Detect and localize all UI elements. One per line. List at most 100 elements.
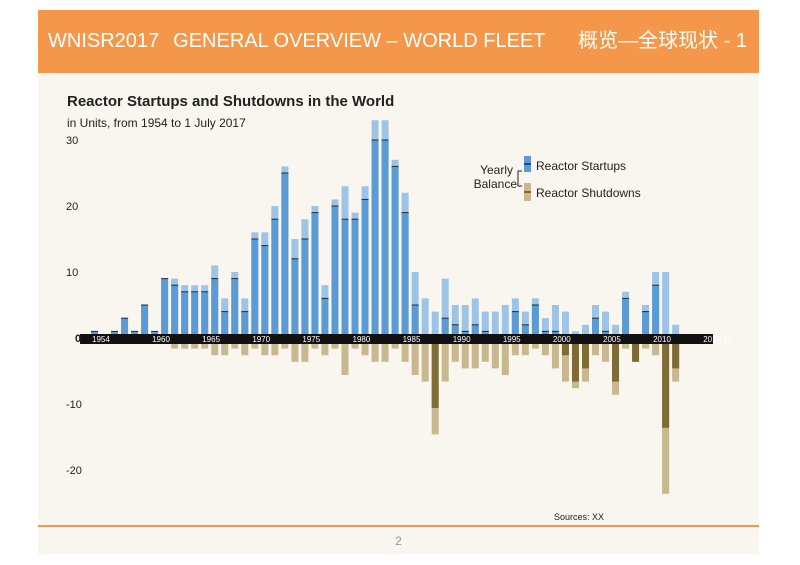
x-tick-label: 2015 [703,335,721,344]
balance-bar [321,298,329,338]
negative-balance-bar [672,342,680,369]
shutdown-bar [321,342,329,356]
balance-bar [471,324,479,338]
balance-bar [441,318,449,338]
balance-bar [221,311,229,338]
shutdown-bar [652,342,660,356]
balance-bar [211,278,219,338]
chart-area: 1954 1960 1965 1970 1975 1980 1985 1990 1995 2000… [66,120,733,522]
x-tick-label: 2010 [653,335,671,344]
balance-bar [201,291,209,338]
legend: Yearly Balance Reactor Startups Reactor … [474,156,641,201]
shutdown-bar [451,342,459,362]
balance-bar [351,219,359,338]
startup-bar [501,305,509,338]
balance-bar [341,219,349,338]
balance-bar [141,305,149,338]
balance-bar [331,206,339,338]
x-tick-label: 1960 [152,335,170,344]
source-note: Sources: XX [554,512,604,522]
shutdown-bar [401,342,409,362]
shutdown-bar [341,342,349,375]
balance-bar [361,199,369,338]
startup-bar [581,324,589,338]
x-tick-label: 2000 [553,335,571,344]
startup-bar [441,278,449,338]
balance-bar [592,318,599,338]
legend-bracket [517,170,522,187]
y-tick-label: 20 [66,201,78,213]
shutdown-bar [261,342,269,356]
shutdown-bar [421,342,429,382]
shutdown-bar [602,342,610,362]
y-tick-label: 10 [66,267,78,279]
y-tick-label: 0 [75,333,81,345]
slide: WNISR2017 GENERAL OVERVIEW – WORLD FLEET … [38,10,759,554]
startup-bar [672,324,680,338]
shutdown-bar [551,342,559,369]
shutdown-bar [541,342,549,356]
balance-bar [511,311,519,338]
x-tick-label: 1980 [353,335,371,344]
x-axis-band [80,334,713,344]
x-tick-label: 1954 [92,335,110,344]
balance-bar [281,173,289,338]
chart-subtitle: in Units, from 1954 to 1 July 2017 [67,116,246,130]
shutdown-bar [622,342,630,349]
footer-rule [38,525,759,527]
shutdown-bar [592,342,599,356]
balance-bar [531,305,539,338]
balance-bar [391,166,399,338]
header-title-group: WNISR2017 GENERAL OVERVIEW – WORLD FLEET [48,10,545,73]
page-number: 2 [395,534,402,548]
shutdown-bar [561,342,569,382]
x-tick-label: 1985 [403,335,421,344]
shutdown-bar [441,342,449,382]
x-tick-label: 1995 [503,335,521,344]
x-tick-label: 1965 [202,335,220,344]
startup-bar [451,305,459,338]
shutdown-bar [331,342,339,349]
startup-bar [491,311,499,338]
balance-bar [161,278,169,338]
balance-bar [622,298,630,338]
x-tick-label: 2005 [603,335,621,344]
shutdown-bar [381,342,389,362]
balance-bar [191,291,199,338]
startup-bar [551,305,559,338]
shutdown-bar [371,342,379,362]
balance-bar [271,219,279,338]
balance-bar [261,245,269,338]
shutdown-bar [361,342,369,356]
startup-bar [471,298,479,338]
balance-bar [181,291,189,338]
shutdown-bar [211,342,219,356]
y-tick-label: 30 [66,135,78,147]
legend-startups-label: Reactor Startups [536,159,626,173]
chart-title: Reactor Startups and Shutdowns in the Wo… [67,93,395,110]
balance-bar [652,285,660,338]
balance-bar [381,140,389,338]
negative-balance-bar [561,342,569,356]
startup-bar [541,318,549,338]
negative-balance-bar [431,342,439,408]
balance-bar [231,278,239,338]
x-tick-label: 1975 [302,335,320,344]
balance-bar [241,311,249,338]
shutdown-bar [221,342,229,356]
shutdown-bar [201,342,209,349]
negative-balance-bar [571,342,579,382]
shutdown-bar [311,342,319,349]
balance-bar [171,285,179,338]
balance-bar [642,311,650,338]
legend-balance-line1: Yearly [480,163,513,177]
legend-balance-line2: Balance [474,177,518,191]
shutdown-bar [501,342,509,375]
header-banner: WNISR2017 GENERAL OVERVIEW – WORLD FLEET … [38,10,759,73]
header-title: GENERAL OVERVIEW – WORLD FLEET [173,30,546,52]
x-tick-label: 1970 [252,335,270,344]
balance-bar [251,239,259,338]
shutdown-bar [301,342,309,362]
startup-bar [461,305,469,338]
balance-bar [371,140,379,338]
